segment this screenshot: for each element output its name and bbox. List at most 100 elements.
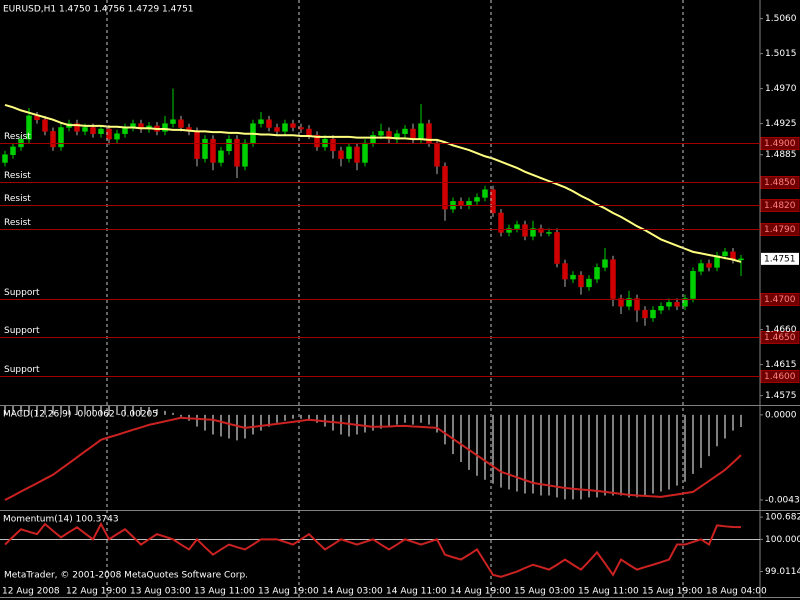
y-tick-label: 1.4615 (765, 360, 797, 370)
level-price-label: 1.4600 (764, 372, 796, 382)
candle-body (634, 298, 640, 311)
x-tick-label: 13 Aug 19:00 (258, 587, 319, 597)
candle-body (578, 274, 584, 288)
candle-body (434, 142, 440, 167)
candle-body (442, 166, 448, 210)
candle-body (666, 302, 672, 307)
y-tick-label: 1.5015 (765, 49, 797, 59)
candle-body (602, 259, 608, 268)
candle-body (466, 201, 472, 206)
candle-body (570, 274, 576, 280)
level-price-label: 1.4700 (764, 295, 796, 305)
macd-signal (4, 416, 742, 501)
candle-body (314, 135, 320, 148)
candle-body (226, 138, 232, 152)
x-tick-label: 18 Aug 04:00 (706, 587, 767, 597)
y-tick-label: 100.0000 (765, 535, 800, 545)
candle-body (306, 128, 312, 136)
level-name: Resist (4, 132, 31, 142)
candle-body (418, 123, 424, 140)
candle-body (370, 135, 376, 144)
level-price-box (760, 293, 800, 306)
candle-body (514, 224, 520, 229)
momentum-plot (0, 521, 760, 578)
bid-box (761, 252, 799, 265)
candle-body (554, 232, 560, 264)
candle-body (338, 150, 344, 159)
level-price-label: 1.4900 (764, 139, 796, 149)
candle-body (506, 228, 512, 233)
candle-body (362, 142, 368, 163)
candle-body (386, 131, 392, 140)
candle-body (258, 119, 264, 124)
candle-body (346, 146, 352, 159)
candle-body (690, 271, 696, 299)
level-price-box (760, 199, 800, 212)
candle-body (490, 189, 496, 214)
candle-body (50, 131, 56, 148)
candle-body (498, 212, 504, 233)
panel-title: Momentum(14) 100.3743 (3, 515, 119, 525)
candle-body (90, 127, 96, 134)
x-tick-label: 15 Aug 03:00 (514, 587, 575, 597)
level-price-label: 1.4820 (764, 201, 796, 211)
level-name: Support (4, 326, 40, 336)
chart-title: EURUSD,H1 1.4750 1.4756 1.4729 1.4751 (3, 5, 194, 15)
candle-body (706, 263, 712, 268)
candle-body (658, 306, 664, 311)
candle-body (162, 123, 168, 132)
candle-body (546, 232, 552, 234)
candle-body (378, 131, 384, 136)
y-tick-label: 1.4575 (765, 391, 797, 401)
y-tick-label: 1.5060 (765, 14, 797, 24)
y-tick-label: 99.0114 (765, 567, 800, 577)
candle-body (722, 251, 728, 256)
candle-body (642, 309, 648, 319)
x-tick-label: 15 Aug 19:00 (642, 587, 703, 597)
candle-body (482, 189, 488, 198)
level-name: Support (4, 365, 40, 375)
candle-body (330, 138, 336, 152)
level-price-box (760, 223, 800, 236)
footer: MetaTrader, © 2001-2008 MetaQuotes Softw… (4, 571, 248, 581)
x-tick-label: 14 Aug 11:00 (386, 587, 447, 597)
candle-body (98, 128, 104, 134)
level-price-label: 1.4850 (764, 178, 796, 188)
candle-body (698, 263, 704, 272)
candle-body (178, 119, 184, 128)
x-tick-label: 12 Aug 2008 (2, 587, 60, 597)
candle-body (618, 298, 624, 307)
price-plot (2, 88, 744, 326)
level-price-label: 1.4650 (764, 333, 796, 343)
moving-average (4, 103, 742, 263)
macd-plot (4, 406, 742, 501)
y-tick-label: -0.00433 (765, 495, 800, 505)
y-tick-label: 1.4925 (765, 119, 797, 129)
candle-body (562, 263, 568, 280)
candle-body (538, 228, 544, 233)
bid-label: 1.4751 (764, 254, 796, 264)
momentum-line (4, 521, 742, 578)
level-name: Support (4, 288, 40, 298)
candle-body (114, 133, 120, 140)
level-price-box (760, 176, 800, 189)
y-tick-label: 100.6829 (765, 513, 800, 523)
candle-body (586, 278, 592, 288)
level-name: Resist (4, 194, 31, 204)
candle-body (594, 267, 600, 280)
panel-title: MACD(12,26,9) -0.00062 -0.00205 (3, 410, 158, 420)
candle-body (274, 127, 280, 132)
candle-body (58, 127, 64, 148)
candle-body (402, 128, 408, 134)
x-tick-label: 13 Aug 03:00 (130, 587, 191, 597)
y-tick-label: 1.4885 (765, 150, 797, 160)
y-tick-label: 0.0000 (765, 410, 797, 420)
level-price-box (760, 331, 800, 344)
candle-body (674, 302, 680, 307)
candle-body (738, 258, 744, 261)
level-price-label: 1.4790 (764, 225, 796, 235)
level-name: Resist (4, 171, 31, 181)
candle-body (218, 150, 224, 163)
candle-body (202, 138, 208, 159)
